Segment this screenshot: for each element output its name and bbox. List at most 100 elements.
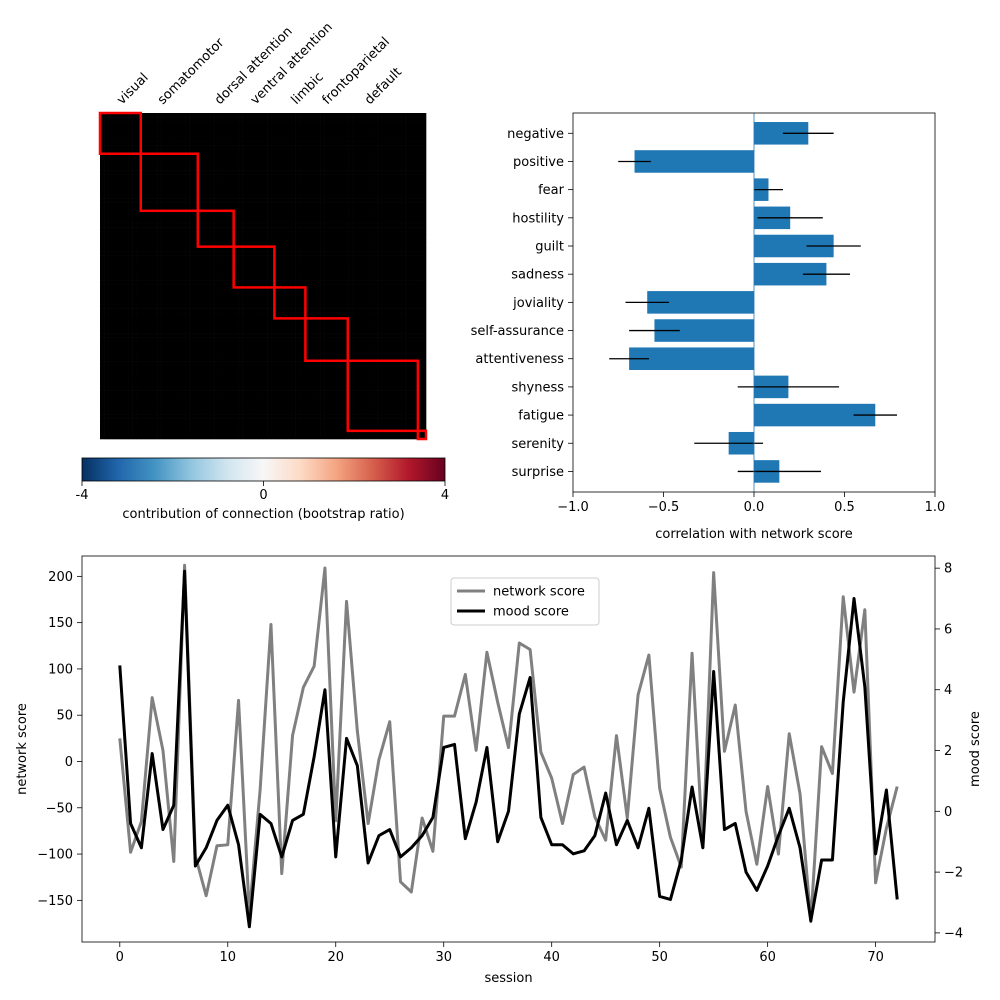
heatmap-cell — [169, 186, 174, 191]
heatmap-cell — [336, 296, 341, 301]
heatmap-cell — [368, 190, 374, 195]
heatmap-cell — [197, 149, 203, 155]
heatmap-cell — [336, 113, 341, 118]
heatmap-cell — [157, 182, 162, 187]
heatmap-cell — [405, 361, 411, 366]
heatmap-cell — [352, 174, 358, 179]
heatmap-cell — [364, 284, 370, 289]
heatmap-cell — [201, 288, 207, 293]
heatmap-cell — [421, 276, 427, 281]
heatmap-cell — [397, 333, 402, 338]
heatmap-cell — [417, 255, 423, 261]
heatmap-cell — [340, 153, 345, 159]
heatmap-cell — [393, 186, 398, 191]
heatmap-cell — [356, 341, 362, 346]
heatmap-cell — [279, 247, 284, 252]
heatmap-cell — [234, 157, 239, 163]
heatmap-cell — [226, 202, 231, 208]
heatmap-cell — [226, 247, 231, 252]
heatmap-cell — [279, 328, 284, 334]
heatmap-cell — [214, 227, 219, 232]
heatmap-cell — [283, 170, 288, 175]
heatmap-cell — [210, 341, 215, 346]
heatmap-cell — [173, 161, 178, 167]
heatmap-cell — [401, 227, 406, 232]
heatmap-cell — [271, 320, 276, 326]
heatmap-cell — [197, 165, 203, 171]
heatmap-cell — [405, 141, 411, 146]
heatmap-cell — [189, 267, 195, 273]
heatmap-cell — [214, 161, 219, 167]
heatmap-cell — [360, 178, 366, 183]
heatmap-cell — [303, 113, 309, 118]
heatmap-cell — [287, 243, 292, 248]
heatmap-cell — [100, 218, 105, 224]
heatmap-cell — [421, 113, 427, 118]
heatmap-cell — [201, 333, 207, 338]
heatmap-cell — [295, 153, 300, 159]
heatmap-cell — [242, 198, 248, 203]
heatmap-cell — [189, 349, 195, 354]
heatmap-cell — [328, 117, 333, 122]
heatmap-cell — [275, 239, 280, 244]
heatmap-cell — [254, 210, 260, 216]
heatmap-cell — [161, 190, 166, 195]
heatmap-cell — [320, 341, 325, 346]
heatmap-cell — [197, 202, 203, 208]
heatmap-cell — [328, 153, 333, 159]
heatmap-cell — [356, 186, 362, 191]
heatmap-cell — [401, 231, 406, 236]
heatmap-cell — [275, 247, 280, 252]
heatmap-cell — [356, 353, 362, 358]
heatmap-cell — [417, 267, 423, 273]
heatmap-cell — [413, 194, 419, 199]
heatmap-cell — [173, 186, 178, 191]
heatmap-cell — [108, 361, 113, 366]
heatmap-cell — [267, 300, 272, 305]
heatmap-cell — [234, 349, 239, 354]
heatmap-cell — [218, 145, 223, 150]
heatmap-cell — [417, 165, 423, 171]
heatmap-cell — [238, 361, 243, 366]
heatmap-cell — [311, 284, 317, 289]
heatmap-cell — [230, 349, 235, 354]
heatmap-cell — [108, 198, 113, 203]
heatmap-cell — [320, 218, 325, 224]
heatmap-cell — [275, 357, 280, 362]
heatmap-cell — [307, 223, 313, 228]
heatmap-cell — [258, 239, 264, 244]
heatmap-cell — [132, 239, 137, 244]
heatmap-cell — [140, 263, 146, 269]
heatmap-cell — [173, 141, 178, 146]
heatmap-cell — [197, 186, 203, 191]
heatmap-cell — [185, 280, 190, 285]
heatmap-cell — [421, 182, 427, 187]
heatmap-cell — [348, 259, 353, 265]
heatmap-cell — [413, 214, 419, 220]
heatmap-cell — [128, 141, 133, 146]
heatmap-cell — [336, 157, 341, 163]
heatmap-cell — [421, 320, 427, 326]
heatmap-cell — [303, 231, 309, 236]
heatmap-cell — [299, 353, 305, 358]
heatmap-cell — [263, 231, 268, 236]
heatmap-cell — [324, 121, 329, 126]
heatmap-cell — [340, 304, 345, 309]
heatmap-cell — [295, 267, 300, 273]
heatmap-cell — [320, 186, 325, 191]
heatmap-cell — [348, 243, 353, 248]
heatmap-cell — [185, 186, 190, 191]
heatmap-cell — [242, 247, 248, 252]
heatmap-cell — [332, 206, 337, 212]
heatmap-cell — [189, 292, 195, 297]
heatmap-cell — [275, 182, 280, 187]
heatmap-cell — [108, 333, 113, 338]
heatmap-cell — [373, 349, 378, 354]
heatmap-cell — [177, 223, 182, 228]
heatmap-cell — [250, 300, 256, 305]
heatmap-cell — [120, 300, 125, 305]
heatmap-cell — [112, 174, 117, 179]
heatmap-cell — [177, 357, 182, 362]
heatmap-cell — [299, 182, 305, 187]
heatmap-cell — [222, 328, 227, 334]
